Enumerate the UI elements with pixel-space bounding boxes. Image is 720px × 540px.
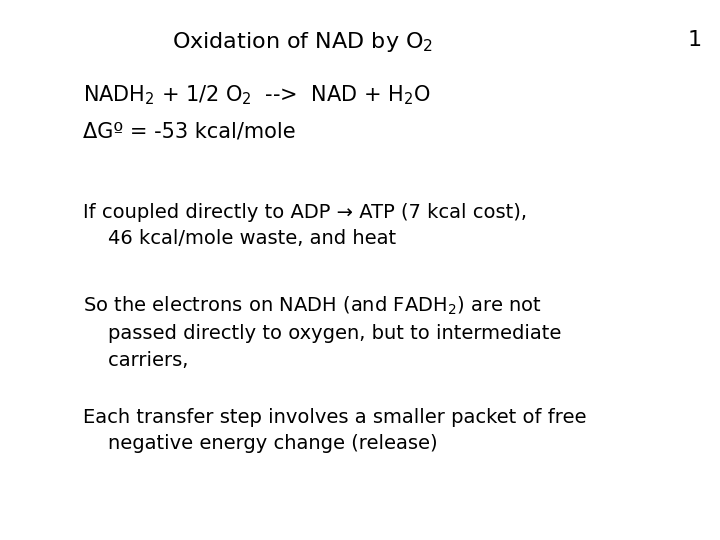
Text: If coupled directly to ADP → ATP (7 kcal cost),
    46 kcal/mole waste, and heat: If coupled directly to ADP → ATP (7 kcal… <box>83 202 527 248</box>
Text: NADH$_2$ + 1/2 O$_2$  -->  NAD + H$_2$O: NADH$_2$ + 1/2 O$_2$ --> NAD + H$_2$O <box>83 84 431 107</box>
Text: 1: 1 <box>688 30 702 50</box>
Text: Each transfer step involves a smaller packet of free
    negative energy change : Each transfer step involves a smaller pa… <box>83 408 586 453</box>
Text: ΔGº = -53 kcal/mole: ΔGº = -53 kcal/mole <box>83 122 295 141</box>
Text: Oxidation of NAD by O$_2$: Oxidation of NAD by O$_2$ <box>172 30 433 53</box>
Text: So the electrons on NADH (and FADH$_2$) are not
    passed directly to oxygen, b: So the electrons on NADH (and FADH$_2$) … <box>83 294 561 369</box>
